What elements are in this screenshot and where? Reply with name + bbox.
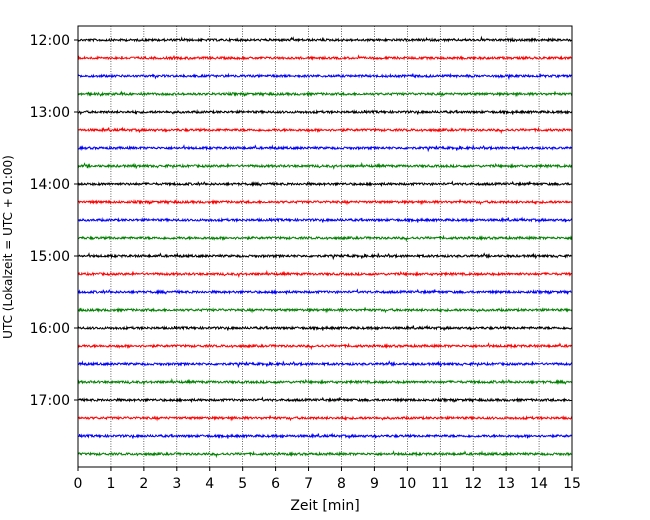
x-tick-label: 9 xyxy=(370,476,379,492)
seismogram-trace xyxy=(77,360,573,369)
x-tick-label: 11 xyxy=(431,476,449,492)
seismogram-trace xyxy=(77,108,573,116)
seismogram-trace xyxy=(77,180,573,188)
seismogram-trace xyxy=(77,90,573,98)
seismogram-trace xyxy=(77,377,573,386)
y-tick-label: 14:00 xyxy=(30,177,70,193)
x-tick-label: 5 xyxy=(238,476,247,492)
y-axis-label: UTC (Lokalzeit = UTC + 01:00) xyxy=(1,155,15,339)
x-tick-label: 6 xyxy=(271,476,280,492)
y-tick-label: 13:00 xyxy=(30,105,70,121)
x-tick-label: 0 xyxy=(74,476,83,492)
x-tick-label: 13 xyxy=(497,476,515,492)
seismogram-trace xyxy=(77,342,573,351)
x-tick-label: 7 xyxy=(304,476,313,492)
plot-frame xyxy=(77,25,573,468)
grid-lines xyxy=(110,26,540,467)
seismogram-trace xyxy=(77,269,573,278)
seismogram-trace xyxy=(77,432,573,440)
x-tick-label: 1 xyxy=(106,476,115,492)
seismogram-trace xyxy=(77,35,573,43)
x-tick-label: 12 xyxy=(464,476,482,492)
seismogram-trace xyxy=(77,126,573,135)
y-tick-label: 17:00 xyxy=(30,393,70,409)
x-tick-label: 2 xyxy=(139,476,148,492)
seismogram-trace xyxy=(77,288,573,296)
seismogram-trace xyxy=(77,216,573,224)
seismogram-trace xyxy=(77,306,573,314)
x-tick-label: 4 xyxy=(205,476,214,492)
x-axis-label: Zeit [min] xyxy=(290,498,359,514)
seismogram-trace xyxy=(77,144,573,153)
x-axis: 0 1 2 3 4 5 6 7 8 9 10 11 12 13 14 15 xyxy=(74,467,581,492)
y-tick-label: 16:00 xyxy=(30,321,70,337)
seismogram-trace xyxy=(77,324,573,332)
seismogram-trace xyxy=(77,450,573,459)
seismogram-trace xyxy=(77,234,573,243)
traces xyxy=(77,35,573,459)
seismogram-trace xyxy=(77,414,573,422)
seismogram-trace xyxy=(77,252,573,261)
seismogram-trace xyxy=(77,54,573,61)
y-axis: 12:00 13:00 14:00 15:00 16:00 17:00 xyxy=(30,33,78,409)
x-tick-label: 8 xyxy=(337,476,346,492)
x-tick-label: 3 xyxy=(172,476,181,492)
y-tick-label: 15:00 xyxy=(30,249,70,265)
seismogram-trace xyxy=(77,72,573,81)
seismogram-trace xyxy=(77,396,573,404)
x-tick-label: 14 xyxy=(530,476,548,492)
x-tick-label: 10 xyxy=(398,476,416,492)
seismogram-trace xyxy=(77,161,573,170)
x-tick-label: 15 xyxy=(563,476,581,492)
seismogram-trace xyxy=(77,199,573,206)
y-tick-label: 12:00 xyxy=(30,33,70,49)
